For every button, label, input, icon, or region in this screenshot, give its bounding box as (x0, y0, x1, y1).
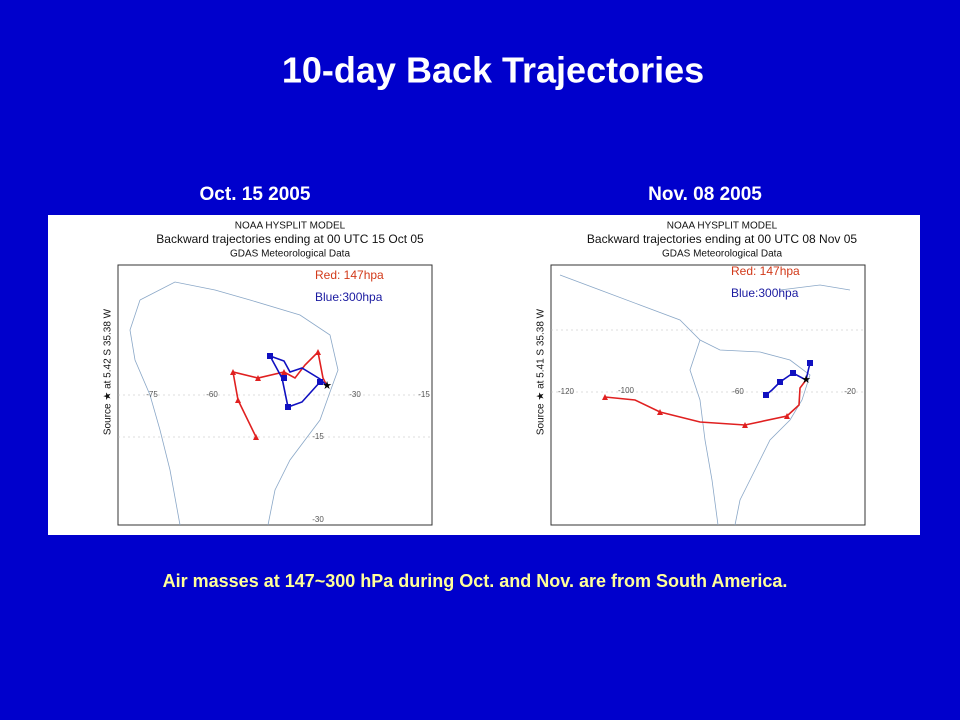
map-legend: Red: 147hpa (315, 268, 384, 282)
lon-label: -15 (418, 390, 430, 399)
lon-label: -120 (558, 387, 575, 396)
trajectory-markers: ★ ★ (230, 349, 813, 440)
lat-label: -15 (312, 432, 324, 441)
map-header: GDAS Meteorological Data (230, 249, 350, 260)
slide-title: 10-day Back Trajectories (282, 50, 704, 91)
map-legend: Blue:300hpa (315, 290, 383, 304)
caption: Air masses at 147~300 hPa during Oct. an… (163, 571, 788, 591)
source-label: Source ★ at 5.41 S 35.38 W (536, 308, 547, 435)
map-header: Backward trajectories ending at 00 UTC 0… (587, 232, 857, 246)
map-image-area (48, 215, 920, 535)
map-legend: Blue:300hpa (731, 286, 799, 300)
map-header: NOAA HYSPLIT MODEL (667, 221, 778, 232)
svg-text:★: ★ (322, 380, 332, 392)
lon-label: -60 (732, 387, 744, 396)
lon-label: -60 (206, 390, 218, 399)
lon-label: -30 (349, 390, 361, 399)
graticule (118, 329, 865, 438)
lat-label: -30 (312, 515, 324, 524)
map-header: NOAA HYSPLIT MODEL (235, 221, 346, 232)
source-label: Source ★ at 5.42 S 35.38 W (103, 308, 114, 435)
panel-label: Oct. 15 2005 (200, 184, 311, 205)
svg-text:★: ★ (801, 374, 811, 386)
lon-label: -75 (146, 390, 158, 399)
lon-label: -20 (844, 387, 856, 396)
map-header: GDAS Meteorological Data (662, 249, 782, 260)
map-header: Backward trajectories ending at 00 UTC 1… (156, 232, 424, 246)
map-frame (550, 264, 866, 526)
lon-label: -100 (618, 386, 635, 395)
panel-label: Nov. 08 2005 (648, 184, 762, 205)
map-legend: Red: 147hpa (731, 264, 800, 278)
